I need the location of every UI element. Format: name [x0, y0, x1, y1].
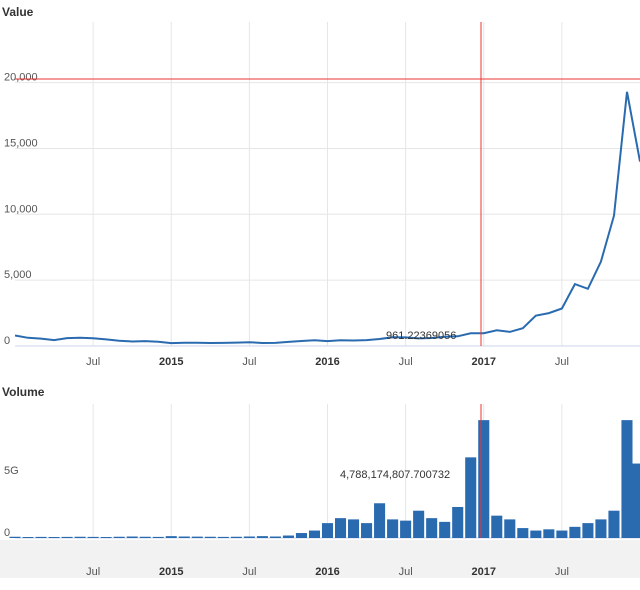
- y-tick-label: 5G: [4, 465, 19, 477]
- volume-bar: [113, 536, 125, 538]
- volume-bar: [621, 420, 633, 538]
- volume-bar: [243, 536, 255, 538]
- volume-bar: [413, 510, 425, 538]
- x-tick-label: 2016: [315, 566, 339, 578]
- volume-bar: [256, 536, 268, 538]
- y-tick-label: 20,000: [4, 72, 38, 84]
- volume-bar: [230, 536, 242, 538]
- x-tick-label: Jul: [242, 356, 256, 368]
- x-tick-label: Jul: [555, 566, 569, 578]
- volume-bar: [628, 463, 640, 538]
- x-tick-label: Jul: [555, 356, 569, 368]
- volume-bar: [569, 526, 581, 538]
- volume-bar: [491, 515, 503, 538]
- y-tick-label: 10,000: [4, 203, 38, 215]
- volume-bar: [608, 510, 620, 538]
- x-tick-label: Jul: [399, 566, 413, 578]
- y-tick-label: 0: [4, 335, 10, 347]
- volume-bar: [543, 529, 555, 538]
- volume-bar: [439, 521, 451, 538]
- volume-bar: [269, 536, 281, 538]
- volume-bar: [204, 536, 216, 538]
- volume-bar: [452, 506, 464, 538]
- volume-bar: [387, 519, 399, 538]
- tooltip-value: 961.22369056: [386, 330, 456, 342]
- volume-bar: [9, 536, 21, 538]
- volume-bar: [374, 503, 386, 538]
- volume-bar: [517, 528, 529, 538]
- x-tick-label: 2015: [159, 566, 183, 578]
- volume-bar: [530, 530, 542, 538]
- volume-bar: [361, 523, 373, 538]
- volume-bar: [61, 536, 73, 538]
- navigator: [0, 540, 640, 578]
- volume-bar: [465, 457, 477, 538]
- x-tick-label: Jul: [399, 356, 413, 368]
- chart-title: Volume: [2, 385, 45, 399]
- x-tick-label: 2017: [472, 356, 496, 368]
- volume-bar: [295, 533, 307, 538]
- volume-bar: [126, 536, 138, 538]
- volume-bar: [426, 518, 438, 538]
- volume-bar: [139, 536, 151, 538]
- x-tick-label: Jul: [86, 356, 100, 368]
- volume-bar: [191, 536, 203, 538]
- volume-bar: [100, 537, 112, 538]
- volume-bar: [87, 536, 99, 538]
- volume-bar: [22, 537, 34, 538]
- volume-bar: [282, 535, 294, 538]
- volume-bar: [595, 519, 607, 538]
- x-tick-label: 2016: [315, 356, 339, 368]
- y-tick-label: 0: [4, 527, 10, 539]
- volume-bar: [556, 530, 568, 538]
- volume-bar: [152, 536, 164, 538]
- x-tick-label: 2017: [472, 566, 496, 578]
- volume-bar: [478, 420, 490, 538]
- volume-bar: [504, 519, 516, 538]
- y-tick-label: 5,000: [4, 269, 32, 281]
- volume-bar: [165, 536, 177, 538]
- volume-bar: [48, 537, 60, 538]
- volume-bar: [35, 536, 47, 538]
- volume-bar: [217, 536, 229, 538]
- volume-bar: [334, 518, 347, 538]
- volume-bar: [348, 519, 360, 538]
- x-tick-label: 2015: [159, 356, 183, 368]
- x-tick-label: Jul: [242, 566, 256, 578]
- chart-title: Value: [2, 5, 34, 19]
- price-line: [14, 91, 640, 345]
- tooltip-value: 4,788,174,807.700732: [340, 469, 450, 481]
- volume-bar: [74, 536, 86, 538]
- volume-bar: [400, 520, 412, 538]
- volume-bar: [321, 523, 334, 538]
- x-tick-label: Jul: [86, 566, 100, 578]
- volume-bar: [178, 536, 190, 538]
- volume-bar: [308, 530, 321, 538]
- volume-bar: [582, 523, 594, 538]
- y-tick-label: 15,000: [4, 137, 38, 149]
